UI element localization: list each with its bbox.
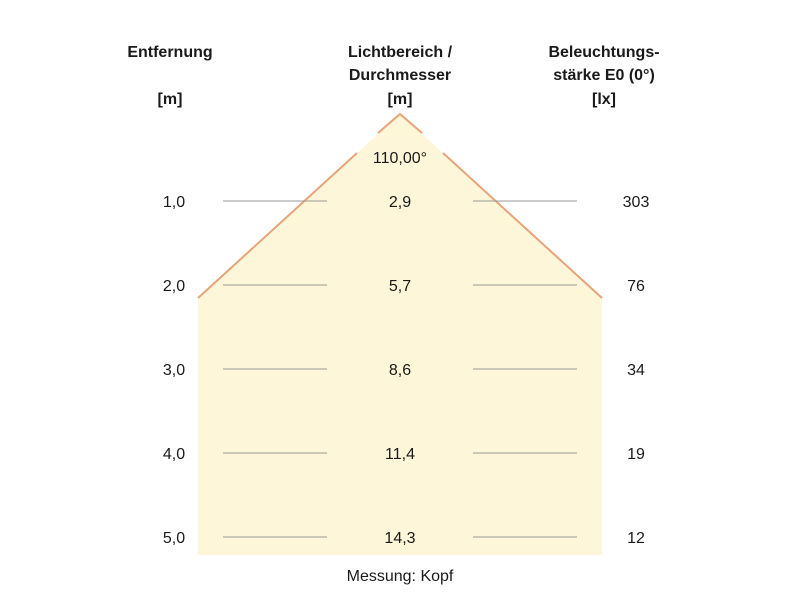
header-diameter: Lichtbereich / Durchmesser [m] [348, 44, 453, 108]
illuminance-value: 303 [623, 194, 650, 211]
illuminance-value: 19 [627, 446, 645, 463]
header-illuminance-unit: [lx] [592, 91, 616, 108]
header-illuminance-title-2: stärke E0 (0°) [553, 67, 655, 84]
diameter-value: 11,4 [385, 446, 415, 463]
measurement-note: Messung: Kopf [347, 568, 454, 585]
table-row: 3,0 8,6 34 [163, 362, 645, 379]
light-cone-tip [377, 112, 423, 134]
distance-value: 4,0 [163, 446, 185, 463]
header-distance: Entfernung [m] [127, 44, 212, 108]
data-rows: 1,0 2,9 303 2,0 5,7 76 3,0 8,6 34 4,0 11,4 19 5,0 14,… [163, 194, 650, 547]
header-distance-unit: [m] [158, 91, 183, 108]
header-diameter-title-1: Lichtbereich / [348, 44, 453, 61]
light-cone-left-edge [197, 152, 358, 299]
distance-value: 5,0 [163, 530, 185, 547]
light-cone-area [198, 114, 602, 555]
distance-value: 2,0 [163, 278, 185, 295]
header-distance-title: Entfernung [127, 44, 212, 61]
illuminance-value: 34 [627, 362, 645, 379]
table-row: 5,0 14,3 12 [163, 530, 645, 547]
header-illuminance-title-1: Beleuchtungs- [548, 44, 659, 61]
light-cone-right-edge [442, 152, 603, 299]
table-row: 4,0 11,4 19 [163, 446, 645, 463]
diameter-value: 2,9 [389, 194, 411, 211]
table-row: 1,0 2,9 303 [163, 194, 650, 211]
illuminance-value: 76 [627, 278, 645, 295]
diameter-value: 14,3 [384, 530, 415, 547]
diameter-value: 5,7 [389, 278, 411, 295]
illuminance-value: 12 [627, 530, 645, 547]
distance-value: 1,0 [163, 194, 185, 211]
diameter-value: 8,6 [389, 362, 411, 379]
header-illuminance: Beleuchtungs- stärke E0 (0°) [lx] [548, 44, 659, 108]
header-diameter-title-2: Durchmesser [349, 67, 451, 84]
beam-angle-label: 110,00° [373, 150, 427, 167]
header-diameter-unit: [m] [388, 91, 413, 108]
table-row: 2,0 5,7 76 [163, 278, 645, 295]
distance-value: 3,0 [163, 362, 185, 379]
